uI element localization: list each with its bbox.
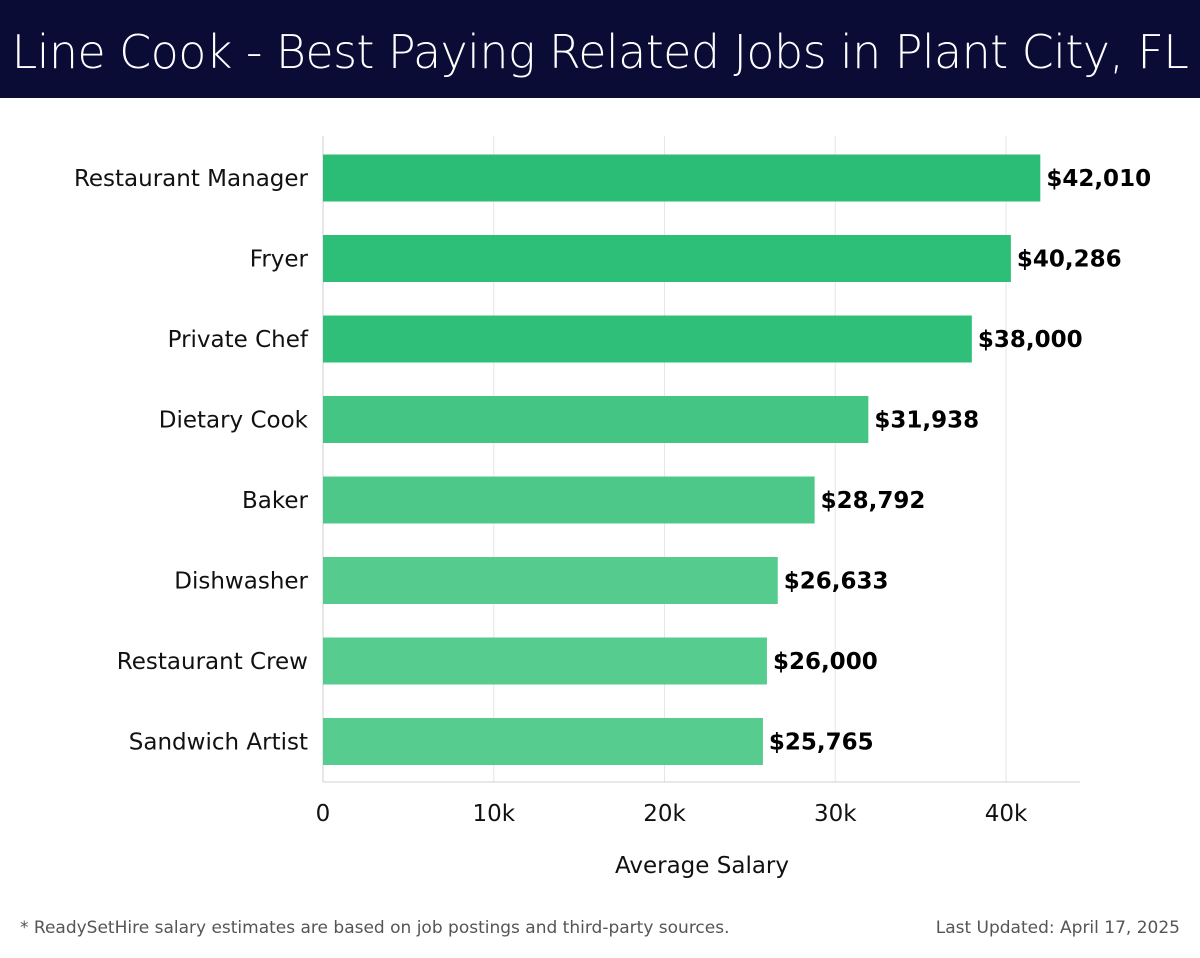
bars: $42,010 $40,286 $38,000 $31,938 $28,792 $26,6… [323, 154, 1151, 765]
salary-bar-chart: $42,010 $40,286 $38,000 $31,938 $28,792 $26,6… [74, 136, 1151, 879]
bar [323, 235, 1011, 282]
bar [323, 718, 763, 765]
x-axis-title: Average Salary [615, 853, 789, 879]
x-tick-label: 30k [814, 801, 857, 827]
x-tick-label: 20k [643, 801, 686, 827]
data-label: $40,286 [1017, 247, 1122, 273]
data-label: $42,010 [1046, 166, 1151, 192]
data-label: $31,938 [874, 408, 979, 434]
last-updated: Last Updated: April 17, 2025 [935, 918, 1180, 938]
y-tick-label: Dishwasher [174, 569, 308, 595]
y-tick-label: Baker [242, 488, 309, 514]
bar [323, 637, 767, 685]
bar [323, 315, 972, 363]
data-label: $38,000 [978, 327, 1083, 353]
y-tick-label: Sandwich Artist [129, 730, 308, 756]
x-tick-label: 40k [985, 801, 1028, 827]
y-tick-label: Restaurant Crew [117, 649, 308, 675]
data-label: $25,765 [769, 730, 874, 756]
y-tick-label: Dietary Cook [159, 408, 309, 434]
footer-note: * ReadySetHire salary estimates are base… [20, 918, 730, 938]
bar [323, 476, 815, 524]
data-label: $28,792 [821, 488, 926, 514]
header-banner: Line Cook - Best Paying Related Jobs in … [0, 0, 1200, 98]
y-tick-label: Fryer [250, 247, 309, 273]
data-label: $26,000 [773, 649, 878, 675]
y-tick-label: Private Chef [168, 327, 309, 353]
bar [323, 557, 778, 604]
page-title: Line Cook - Best Paying Related Jobs in … [11, 25, 1189, 79]
grid-lines [322, 136, 1007, 782]
x-tick-label: 10k [472, 801, 515, 827]
data-label: $26,633 [784, 569, 889, 595]
x-tick-label: 0 [316, 801, 331, 827]
bar [323, 396, 869, 443]
bar [323, 154, 1041, 202]
y-tick-label: Restaurant Manager [74, 166, 309, 192]
axes: 0 10k 20k 30k 40k Restaurant Manager Fryer Priv… [74, 166, 1080, 827]
